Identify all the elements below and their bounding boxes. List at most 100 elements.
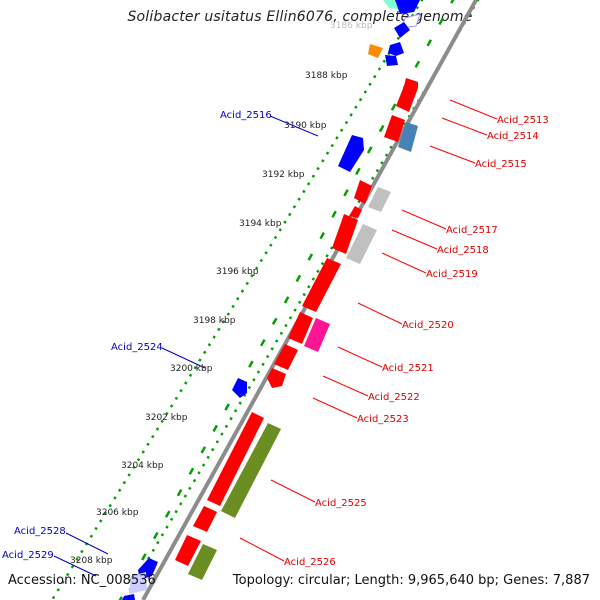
track-dot <box>288 212 292 217</box>
reverse-gene-feature[interactable] <box>188 544 217 580</box>
track-dot <box>415 5 419 10</box>
track-dot <box>297 300 302 305</box>
reverse-gene-feature[interactable] <box>302 258 341 312</box>
reverse-gene-feature[interactable] <box>175 535 201 566</box>
accession-text: Accession: NC_008536 <box>8 573 156 588</box>
gene-label-acid-2515[interactable]: Acid_2515 <box>475 159 527 170</box>
forward-gene-feature[interactable] <box>338 135 364 172</box>
track-dot <box>197 471 201 475</box>
track-dot <box>306 182 311 186</box>
track-dot <box>384 153 389 157</box>
gene-label-acid-2522[interactable]: Acid_2522 <box>368 392 420 403</box>
scale-tick <box>271 317 278 326</box>
gene-label-acid-2526[interactable]: Acid_2526 <box>284 557 336 568</box>
track-dot <box>184 381 188 385</box>
track-dot <box>122 480 127 485</box>
track-dot <box>192 478 197 483</box>
track-dot <box>316 269 320 274</box>
track-dot <box>75 557 79 561</box>
track-dot <box>220 432 224 436</box>
track-dot <box>229 416 233 421</box>
reverse-gene-feature[interactable] <box>221 423 281 518</box>
gene-label-acid-2524[interactable]: Acid_2524 <box>111 342 163 353</box>
track-dot <box>261 362 265 367</box>
track-dot <box>320 261 325 266</box>
forward-gene-feature[interactable] <box>129 572 147 594</box>
track-dot <box>373 74 377 79</box>
track-dot <box>179 388 183 393</box>
track-dot <box>169 404 174 408</box>
gene-label-acid-2529[interactable]: Acid_2529 <box>2 550 54 561</box>
reverse-gene-feature[interactable] <box>398 122 418 152</box>
gene-label-acid-2519[interactable]: Acid_2519 <box>426 269 478 280</box>
scale-label: 3200 kbp <box>170 364 213 374</box>
track-dot <box>113 496 117 500</box>
gene-label-acid-2517[interactable]: Acid_2517 <box>446 225 498 236</box>
track-dot <box>403 122 407 126</box>
reverse-gene-feature[interactable] <box>288 312 313 344</box>
track-dot <box>284 323 288 328</box>
reverse-gene-feature[interactable] <box>346 224 377 264</box>
forward-gene-feature[interactable] <box>368 44 383 58</box>
scale-tick <box>224 403 230 411</box>
reverse-gene-feature[interactable] <box>193 506 217 532</box>
gene-label-acid-2528[interactable]: Acid_2528 <box>14 526 66 537</box>
track-dot <box>198 358 202 362</box>
gene-label-acid-2518[interactable]: Acid_2518 <box>437 245 489 256</box>
scale-label: 3204 kbp <box>121 461 164 471</box>
reverse-gene-feature[interactable] <box>304 318 330 352</box>
gene-label-acid-2514[interactable]: Acid_2514 <box>487 131 539 142</box>
track-dot <box>99 519 103 523</box>
scale-label: 3190 kbp <box>284 121 327 131</box>
reverse-gene-feature[interactable] <box>332 214 358 254</box>
track-dot <box>293 308 297 312</box>
scale-tick <box>212 424 218 433</box>
track-dot <box>256 370 261 374</box>
forward-gene-feature[interactable] <box>232 378 247 398</box>
track-dot <box>283 220 287 224</box>
track-dot <box>56 588 60 592</box>
track-dot <box>188 486 192 491</box>
track-dot <box>302 292 306 297</box>
gene-label-acid-2521[interactable]: Acid_2521 <box>382 363 434 374</box>
forward-gene-feature[interactable] <box>122 594 135 600</box>
forward-gene-feature[interactable] <box>385 55 398 66</box>
reverse-gene-feature[interactable] <box>396 78 418 112</box>
track-dot <box>389 145 393 149</box>
track-dot <box>169 517 174 522</box>
track-dot <box>224 424 229 429</box>
gene-label-acid-2513[interactable]: Acid_2513 <box>497 115 549 126</box>
track-dot <box>236 297 240 301</box>
reverse-gene-feature[interactable] <box>274 344 298 370</box>
track-dot <box>132 465 136 470</box>
reverse-gene-feature[interactable] <box>207 412 264 506</box>
scale-tick <box>283 296 290 304</box>
track-dot <box>278 228 282 232</box>
reverse-gene-feature[interactable] <box>267 368 286 388</box>
gene-label-acid-2520[interactable]: Acid_2520 <box>402 320 454 331</box>
gene-label-acid-2525[interactable]: Acid_2525 <box>315 498 367 509</box>
scale-tick <box>378 124 385 133</box>
track-dot <box>212 335 216 339</box>
track-dot <box>349 113 353 117</box>
reverse-gene-feature[interactable] <box>395 0 420 14</box>
gene-label-acid-2516[interactable]: Acid_2516 <box>220 110 272 121</box>
track-dot <box>94 526 98 531</box>
track-dot <box>207 343 212 347</box>
gene-label-acid-2523[interactable]: Acid_2523 <box>357 414 409 425</box>
track-dot <box>292 205 297 209</box>
forward-gene-feature[interactable] <box>388 42 404 56</box>
track-dot <box>275 339 279 343</box>
reverse-gene-feature[interactable] <box>384 115 405 142</box>
reverse-gene-feature[interactable] <box>349 206 362 218</box>
reverse-gene-feature[interactable] <box>394 22 410 38</box>
scale-label: 3208 kbp <box>70 556 113 566</box>
reverse-gene-feature[interactable] <box>368 187 391 212</box>
track-dot <box>375 168 380 173</box>
reverse-gene-feature[interactable] <box>354 180 372 204</box>
track-dot <box>377 67 382 71</box>
track-dot <box>51 595 56 600</box>
reverse-strand-features <box>175 0 421 580</box>
reverse-gene-labels: Acid_2513 Acid_2514 Acid_2515 Acid_2517 … <box>284 115 549 568</box>
